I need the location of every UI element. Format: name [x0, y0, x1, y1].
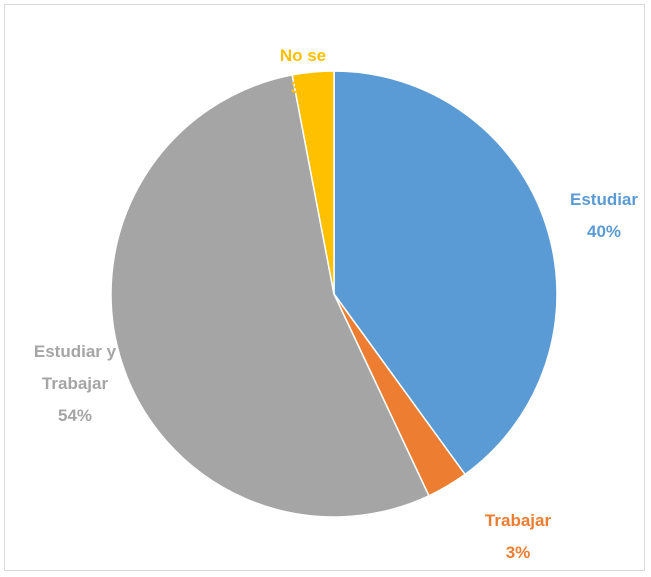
category-label: Estudiar y Trabajar — [33, 342, 117, 393]
pie-slice — [291, 70, 335, 295]
category-label: Trabajar — [484, 511, 552, 530]
value-label: 3% — [505, 543, 531, 562]
pie-slice — [333, 70, 558, 476]
slice-label: No se 3% — [243, 40, 363, 104]
category-label: No se — [279, 46, 327, 65]
chart-frame — [4, 4, 645, 571]
value-label: 40% — [586, 222, 622, 241]
category-label: Estudiar — [569, 190, 639, 209]
slice-label: Trabajar 3% — [453, 505, 583, 569]
value-label: 3% — [290, 78, 316, 97]
pie-slice — [110, 74, 430, 518]
slice-label: Estudiar y Trabajar 54% — [15, 336, 135, 432]
value-label: 54% — [57, 406, 93, 425]
slice-label: Estudiar 40% — [539, 184, 651, 248]
